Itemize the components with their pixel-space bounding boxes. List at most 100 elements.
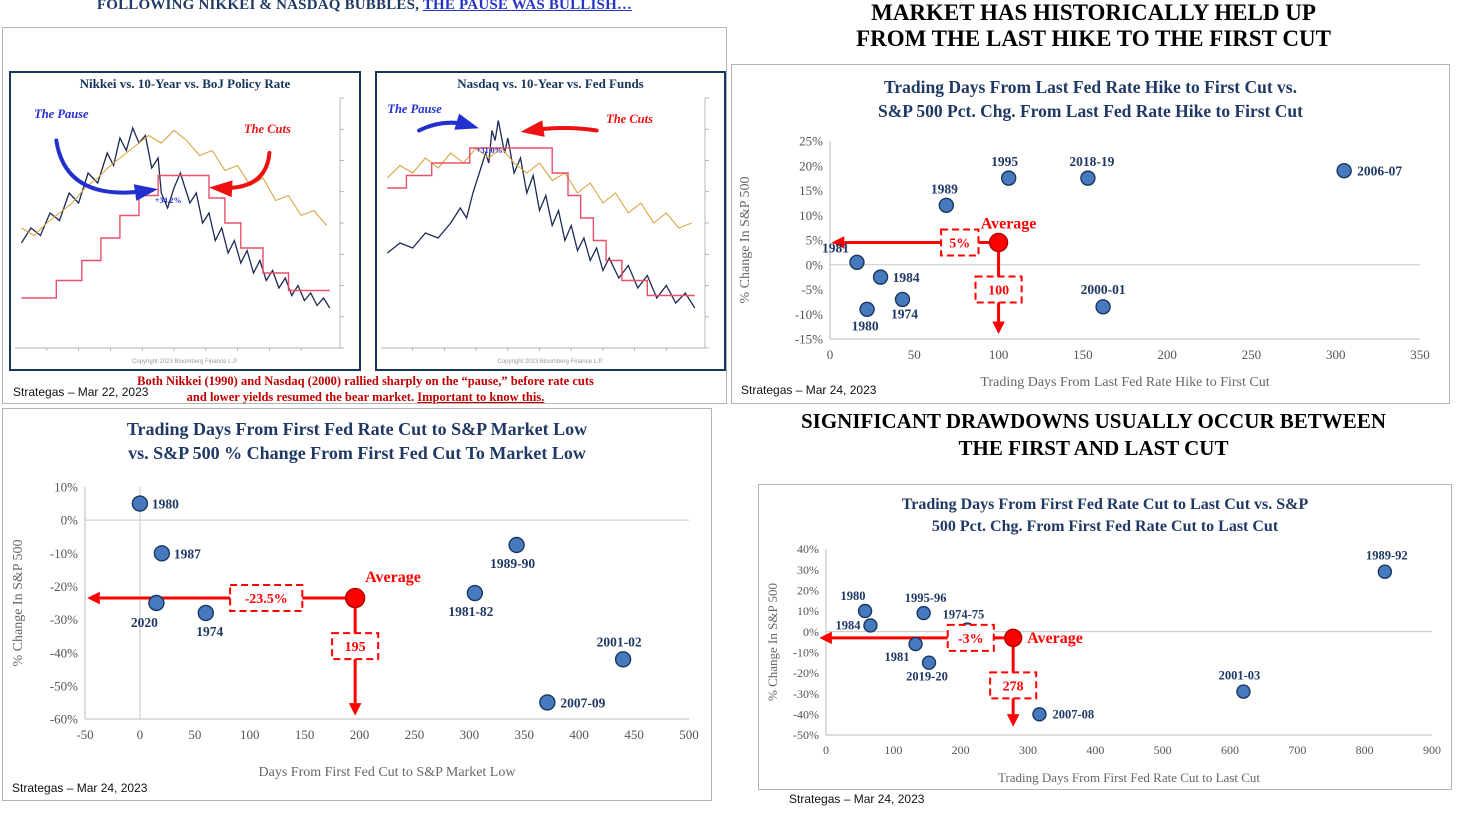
svg-text:-15%: -15% [795, 332, 823, 347]
data-point-1987 [153, 545, 171, 562]
average-point [1003, 628, 1023, 648]
svg-text:200: 200 [952, 743, 970, 757]
tl-headline-prefix: FOLLOWING NIKKEI & NASDAQ BUBBLES, [96, 0, 423, 13]
last-hike-chart-frame: Trading Days From Last Fed Rate Hike to … [731, 64, 1450, 404]
data-point-label: 2019-20 [906, 670, 948, 684]
data-point-1984 [872, 269, 889, 285]
data-point-label: 1989 [931, 181, 958, 196]
average-callout: 100 [974, 275, 1023, 304]
mini-chart-footer: Copyright 2023 Bloomberg Finance L.P. [132, 359, 238, 365]
tr-chart-title-line2: S&P 500 Pct. Chg. From Last Fed Rate Hik… [878, 100, 1303, 121]
svg-text:700: 700 [1288, 743, 1306, 757]
data-point-label: 2007-09 [560, 695, 605, 710]
svg-text:% Change In S&P 500: % Change In S&P 500 [765, 583, 780, 701]
tr-header: MARKET HAS HISTORICALLY HELD UP FROM THE… [729, 0, 1458, 53]
nasdaq-chart-box: Nasdaq vs. 10-Year vs. Fed Funds The Pau… [375, 71, 726, 371]
data-point-label: 1995-96 [905, 591, 947, 605]
svg-text:% Change In S&P 500: % Change In S&P 500 [738, 176, 753, 303]
svg-text:200: 200 [1157, 347, 1177, 362]
svg-text:100: 100 [240, 727, 260, 742]
svg-text:278: 278 [1003, 679, 1024, 694]
svg-text:900: 900 [1423, 743, 1441, 757]
series-nikkei [20, 126, 331, 309]
svg-text:20%: 20% [797, 584, 819, 598]
svg-text:600: 600 [1221, 743, 1239, 757]
data-point-label: 2006-07 [1357, 164, 1402, 179]
data-point-2018-19 [1080, 170, 1096, 186]
annotation-arrow [209, 151, 272, 198]
data-point-1981 [908, 636, 923, 652]
svg-text:-10%: -10% [793, 646, 819, 660]
svg-text:0%: 0% [803, 625, 819, 639]
svg-text:-40%: -40% [793, 708, 819, 722]
svg-text:10%: 10% [799, 208, 823, 223]
data-point-1980 [131, 495, 149, 512]
data-point-1981 [849, 254, 865, 270]
data-point-label: 2018-19 [1069, 154, 1114, 169]
svg-text:5%: 5% [949, 236, 970, 251]
nikkei-chart-box: Nikkei vs. 10-Year vs. BoJ Policy Rate T… [9, 71, 361, 371]
nikkei-chart-title: Nikkei vs. 10-Year vs. BoJ Policy Rate [79, 76, 291, 91]
average-label: Average [1027, 630, 1083, 647]
data-point-1995 [1000, 170, 1017, 186]
data-point-label: 2000-01 [1081, 282, 1126, 297]
data-point-label: 2020 [131, 615, 158, 630]
data-point-1984 [863, 618, 878, 633]
svg-text:300: 300 [1326, 347, 1346, 362]
data-point-1980 [859, 301, 875, 318]
svg-text:400: 400 [569, 727, 589, 742]
bl-chart-title-line2: vs. S&P 500 % Change From First Fed Cut … [128, 443, 586, 464]
nikkei-nasdaq-frame: Nikkei vs. 10-Year vs. BoJ Policy Rate T… [2, 27, 727, 404]
svg-text:-10%: -10% [50, 546, 78, 561]
svg-text:-23.5%: -23.5% [245, 592, 288, 607]
svg-text:-50%: -50% [50, 678, 78, 693]
data-point-1974 [197, 604, 215, 622]
attribution-nikkei-nasdaq: Strategas – Mar 22, 2023 [13, 385, 149, 399]
average-callout: 195 [331, 632, 380, 661]
data-point-label: 2007-08 [1052, 707, 1094, 721]
svg-text:-20%: -20% [793, 666, 819, 680]
br-chart-title-line2: 500 Pct. Chg. From First Fed Rate Cut to… [931, 517, 1279, 535]
pause-was-bullish-link[interactable]: THE PAUSE WAS BULLISH… [422, 0, 633, 13]
bl-chart-title: Trading Days From First Fed Rate Cut to … [3, 409, 711, 466]
svg-text:250: 250 [1242, 347, 1262, 362]
svg-text:-10%: -10% [795, 307, 823, 322]
average-callout: -3% [946, 623, 995, 652]
attribution-cut-to-low: Strategas – Mar 24, 2023 [12, 781, 148, 795]
average-label: Average [981, 215, 1037, 232]
br-chart-title: Trading Days From First Fed Rate Cut to … [759, 485, 1451, 537]
svg-text:0%: 0% [61, 513, 79, 528]
data-point-1989 [938, 197, 955, 214]
annotation-arrow [417, 113, 479, 133]
data-point-label: 1989-92 [1366, 549, 1408, 563]
red-arrow [87, 591, 356, 605]
svg-text:150: 150 [295, 727, 315, 742]
attribution-last-hike: Strategas – Mar 24, 2023 [741, 383, 877, 397]
tl-caption-line1: Both Nikkei (1990) and Nasdaq (2000) ral… [137, 374, 594, 388]
svg-text:400: 400 [1086, 743, 1104, 757]
svg-text:100: 100 [989, 347, 1009, 362]
svg-text:-40%: -40% [50, 645, 78, 660]
svg-text:50: 50 [908, 347, 921, 362]
tl-caption-line2: and lower yields resumed the bear market… [3, 390, 728, 406]
svg-text:30%: 30% [797, 563, 819, 577]
svg-text:0: 0 [137, 727, 144, 742]
tl-caption-line2-underline: Important to know this. [417, 389, 545, 404]
data-point-label: 1974 [891, 306, 918, 321]
data-point-1980 [857, 603, 873, 619]
svg-text:0: 0 [823, 743, 829, 757]
svg-text:200: 200 [350, 727, 370, 742]
svg-text:-50: -50 [76, 727, 93, 742]
data-point-label: 1989-90 [490, 556, 535, 571]
series-nasdaq [386, 120, 696, 309]
annotation--31-0-: +31.0% [476, 146, 503, 155]
data-point-label: 1981-82 [448, 604, 493, 619]
tl-caption: Both Nikkei (1990) and Nasdaq (2000) ral… [3, 374, 728, 405]
svg-text:-30%: -30% [50, 612, 78, 627]
svg-text:250: 250 [405, 727, 425, 742]
average-callout: -23.5% [229, 584, 304, 613]
svg-text:100: 100 [988, 284, 1009, 299]
data-point-2019-20 [921, 655, 937, 670]
svg-text:500: 500 [1154, 743, 1172, 757]
